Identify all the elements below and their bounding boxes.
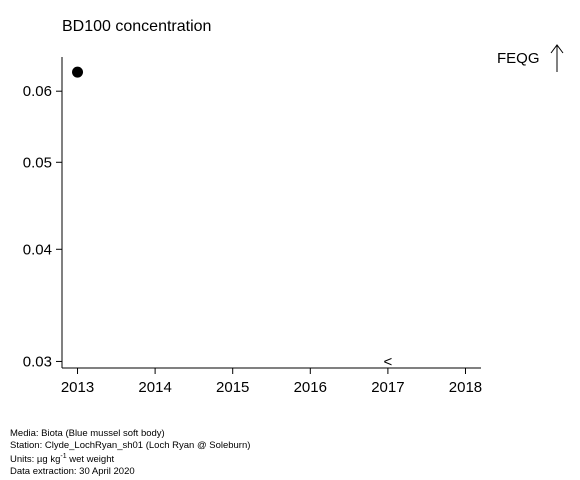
x-tick-label: 2014 [138,379,171,396]
x-tick-label: 2017 [371,379,404,396]
criterion-label: FEQG [497,50,540,67]
extraction-text: Data extraction: 30 April 2020 [10,465,135,477]
metadata-footer: Media: Biota (Blue mussel soft body) Sta… [10,428,250,477]
x-tick-label: 2016 [294,379,327,396]
arrow-up-icon [550,44,564,72]
units-prefix: Units: µg kg [10,454,61,465]
less-than-annotation: < [384,353,393,370]
y-tick-label: 0.04 [23,241,52,258]
y-tick-label: 0.05 [23,154,52,171]
units-text: Units: µg kg-1 wet weight [10,451,250,466]
x-tick-label: 2018 [449,379,482,396]
units-superscript: -1 [60,453,67,460]
media-text: Media: Biota (Blue mussel soft body) [10,428,165,439]
station-text: Station: Clyde_LochRyan_sh01 (Loch Ryan … [10,439,251,451]
x-tick-label: 2013 [61,379,94,396]
data-point [72,66,84,78]
y-tick-label: 0.03 [23,353,52,370]
y-tick-label: 0.06 [23,83,52,100]
x-tick-label: 2015 [216,379,249,396]
chart-title: BD100 concentration [62,18,212,35]
units-suffix: wet weight [66,454,115,465]
